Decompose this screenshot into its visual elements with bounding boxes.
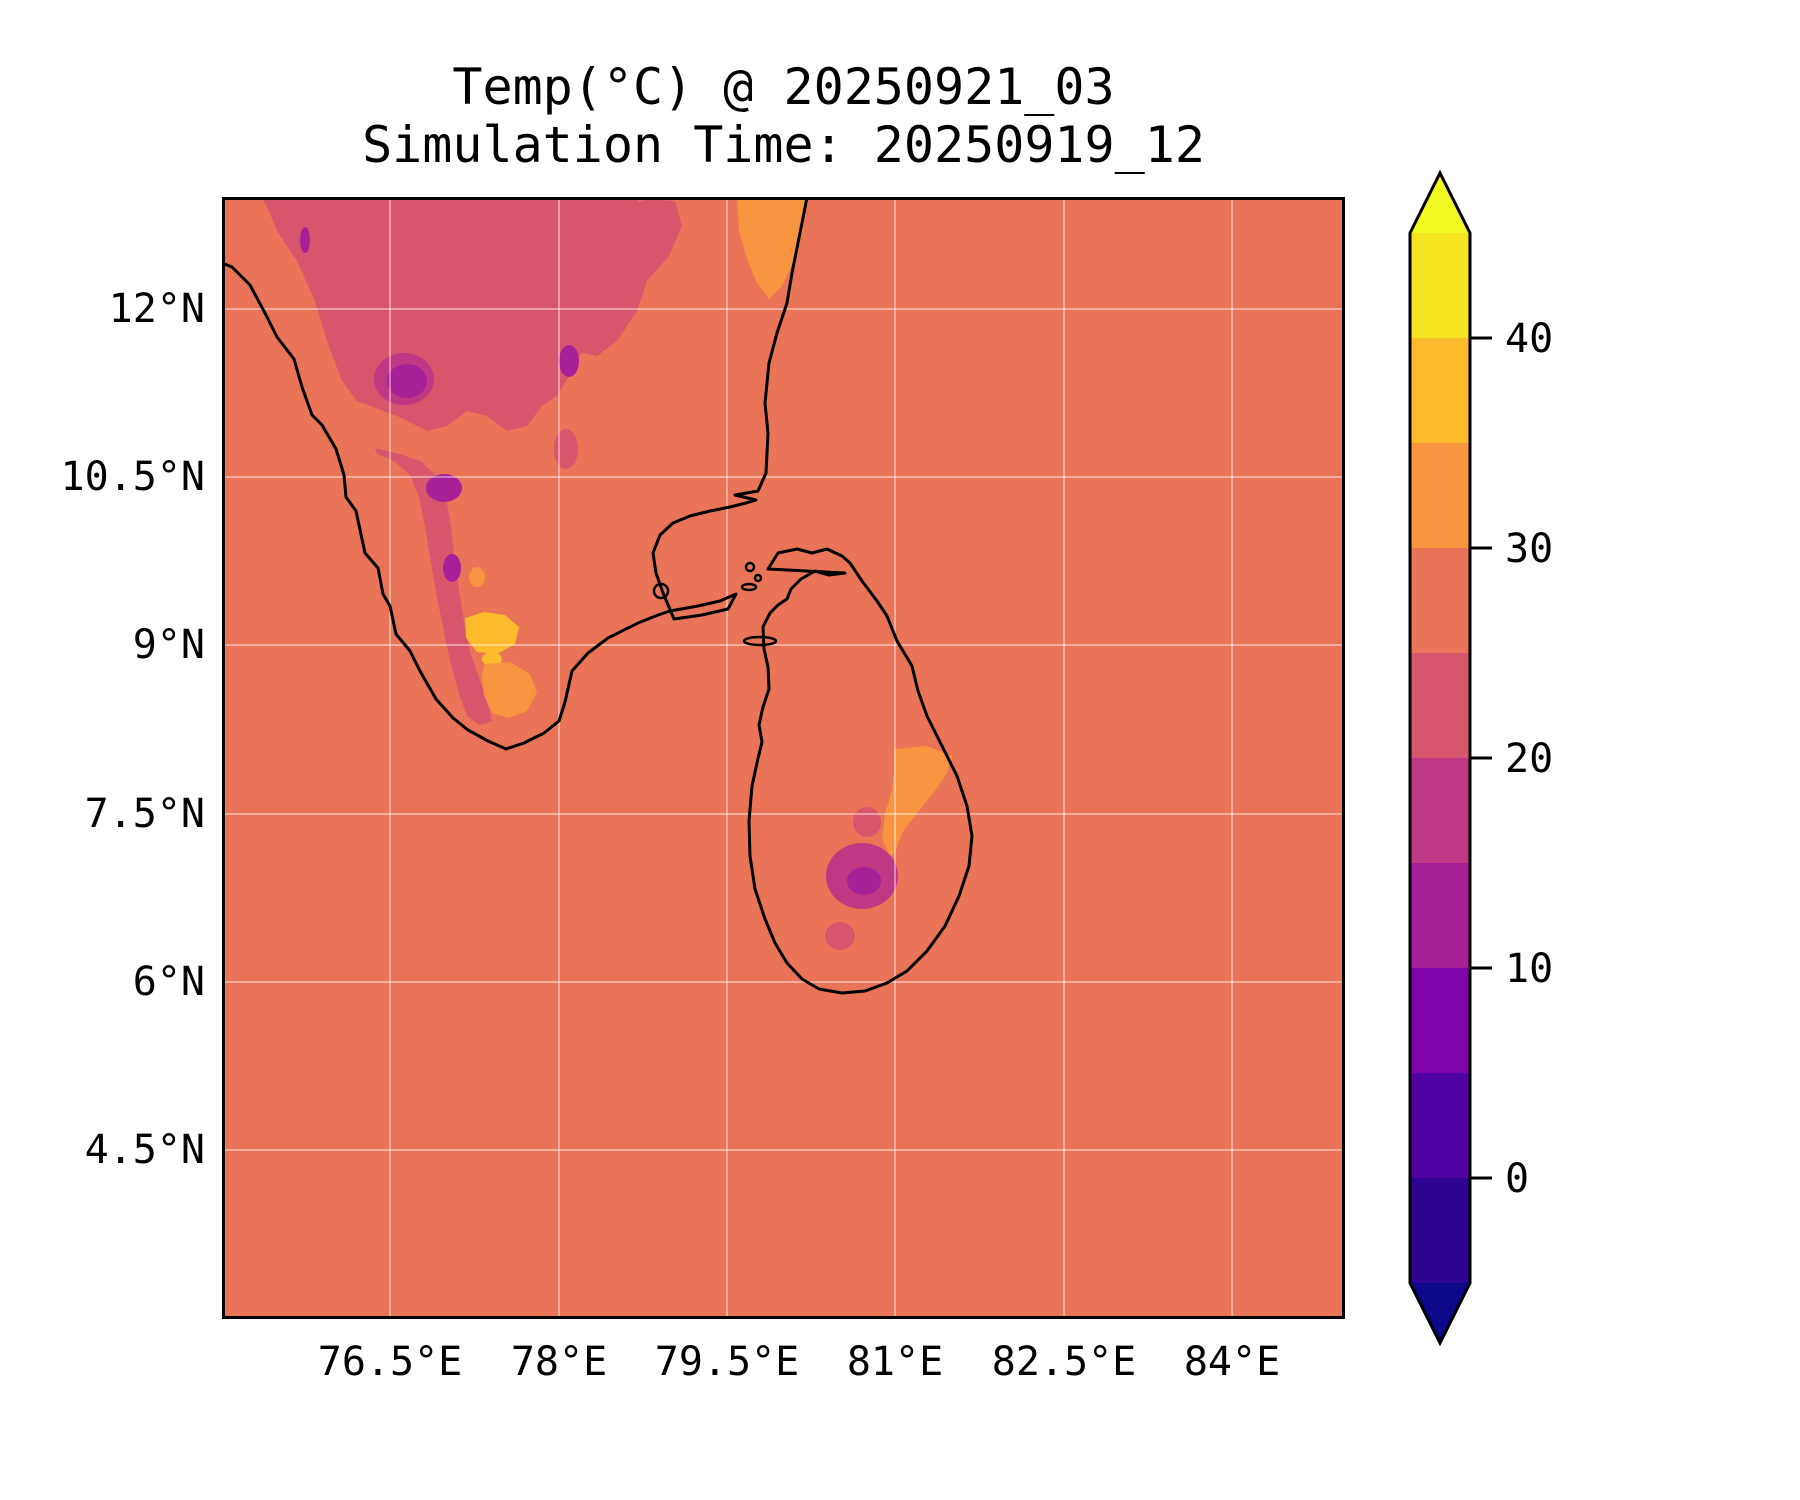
- colorbar-extend-over: [1410, 173, 1470, 233]
- contour-patch-yellow: [465, 612, 519, 654]
- colorbar-segment: [1410, 1178, 1470, 1283]
- contour-patch-sl-core: [847, 867, 881, 895]
- colorbar-segment: [1410, 1073, 1470, 1178]
- colorbar-svg: 40 30 20 10 0: [1408, 169, 1553, 1347]
- colorbar-tick-label: 40: [1505, 316, 1553, 362]
- graticule-gridlines: [222, 197, 1345, 1319]
- x-tick-label: 84°E: [1183, 1339, 1281, 1385]
- colorbar-extend-under: [1410, 1283, 1470, 1343]
- x-tick-label: 76.5°E: [317, 1339, 463, 1385]
- colorbar-segment: [1410, 443, 1470, 548]
- contour-patch-sl-orange-band: [882, 746, 952, 856]
- contour-patch-northeast-interior: [542, 199, 682, 356]
- y-tick-label: 7.5°N: [84, 791, 205, 837]
- colorbar-segment: [1410, 758, 1470, 863]
- contour-patch-orange-spot: [469, 567, 485, 587]
- islet-delft: [652, 582, 670, 600]
- colorbar-segment: [1410, 338, 1470, 443]
- islet-pamban: [740, 582, 758, 592]
- colorbar-segment: [1410, 233, 1470, 338]
- contour-patch-pink-finger: [554, 429, 578, 469]
- colorbar: 40 30 20 10 0: [1400, 165, 1620, 1355]
- chart-title: Temp(°C) @ 20250921_03: [452, 58, 1115, 116]
- colorbar-segment: [1410, 653, 1470, 758]
- contour-patch-ghats-strip: [375, 448, 492, 725]
- colorbar-outline: [1408, 169, 1472, 1347]
- islet-jaffna-west-1: [744, 561, 756, 573]
- y-tick-label: 4.5°N: [84, 1127, 205, 1173]
- x-tick-label: 78°E: [510, 1339, 608, 1385]
- islet-mannar: [742, 635, 778, 647]
- contour-patch-orange-south: [482, 662, 537, 718]
- colorbar-tick-label: 10: [1505, 946, 1553, 992]
- x-tick-label: 81°E: [846, 1339, 944, 1385]
- contour-patch-yellow-tail: [482, 652, 502, 666]
- contour-patch-sl-pink-1: [853, 807, 881, 837]
- contour-patch-north-interior: [262, 197, 642, 431]
- y-tick-label: 9°N: [132, 622, 205, 668]
- chart-subtitle: Simulation Time: 20250919_12: [362, 116, 1205, 174]
- colorbar-tick-label: 30: [1505, 526, 1553, 572]
- islets: [652, 561, 778, 647]
- coastline-srilanka: [747, 547, 974, 995]
- y-tick-label: 6°N: [132, 959, 205, 1005]
- colorbar-segment: [1410, 548, 1470, 653]
- map-plot-svg: [222, 197, 1345, 1319]
- x-tick-label: 82.5°E: [991, 1339, 1137, 1385]
- x-tick-label: 79.5°E: [654, 1339, 800, 1385]
- contour-patch-ghats-core-1: [426, 474, 462, 502]
- contour-patch-ne-coast-orange: [737, 197, 807, 299]
- islet-jaffna-west-2: [753, 573, 763, 583]
- contour-patch-ghats-core-2: [443, 554, 461, 582]
- y-tick-label: 10.5°N: [60, 454, 206, 500]
- contour-patch-nw-core: [387, 364, 427, 398]
- y-tick-label: 12°N: [108, 286, 205, 332]
- colorbar-segment: [1410, 863, 1470, 968]
- colorbar-segment: [1410, 968, 1470, 1073]
- colorbar-tick-label: 0: [1505, 1156, 1529, 1202]
- map-plot-area: [222, 197, 1345, 1319]
- contour-patch-nw-sliver: [300, 227, 310, 253]
- contour-patch-ne-dot: [559, 345, 579, 377]
- contour-patch-sl-pink-2: [825, 922, 855, 950]
- axes-frame: [222, 197, 1345, 1319]
- coastline-india: [222, 197, 809, 751]
- colorbar-tick-label: 20: [1505, 736, 1553, 782]
